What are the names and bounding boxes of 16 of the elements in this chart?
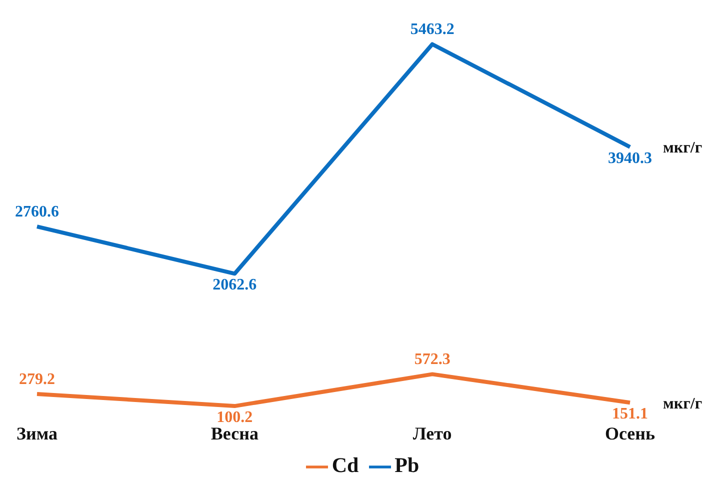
x-tick-label: Лето: [412, 424, 452, 444]
data-label: 2760.6: [15, 204, 59, 221]
data-label: 572.3: [414, 351, 450, 368]
data-label: 151.1: [612, 406, 648, 423]
data-label: 2062.6: [212, 276, 257, 294]
annotation: мкг/г: [663, 395, 702, 412]
annotation: мкг/г: [663, 140, 702, 157]
data-label: 279.2: [19, 370, 55, 388]
legend-label: Cd: [332, 452, 359, 477]
x-tick-label: Зима: [16, 424, 58, 444]
data-label: 3940.3: [608, 150, 652, 167]
data-label: 100.2: [216, 409, 253, 426]
x-tick-label: Осень: [604, 424, 656, 444]
data-label: 5463.2: [410, 21, 454, 38]
x-tick-label: Весна: [210, 424, 258, 444]
legend-label: Pb: [394, 452, 420, 477]
